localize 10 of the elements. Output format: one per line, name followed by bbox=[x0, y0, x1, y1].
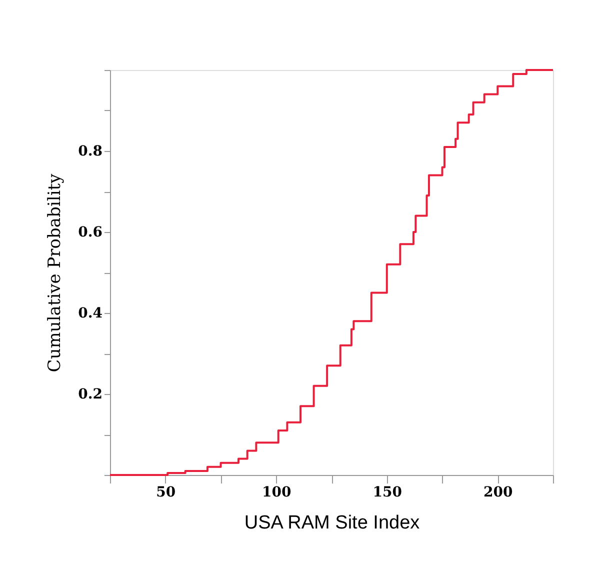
x-axis-title: USA RAM Site Index bbox=[244, 512, 420, 534]
y-tick-label: 0.8 bbox=[78, 144, 102, 160]
x-tick-label: 150 bbox=[372, 484, 402, 500]
x-tick-label: 50 bbox=[156, 484, 176, 500]
x-tick-label: 200 bbox=[484, 484, 513, 500]
y-tick-label: 0.4 bbox=[78, 306, 103, 322]
y-axis-title: Cumulative Probability bbox=[45, 173, 66, 372]
y-tick-label: 0.6 bbox=[78, 224, 102, 240]
y-tick-label: 0.2 bbox=[78, 386, 102, 402]
x-tick-label: 100 bbox=[262, 484, 292, 500]
